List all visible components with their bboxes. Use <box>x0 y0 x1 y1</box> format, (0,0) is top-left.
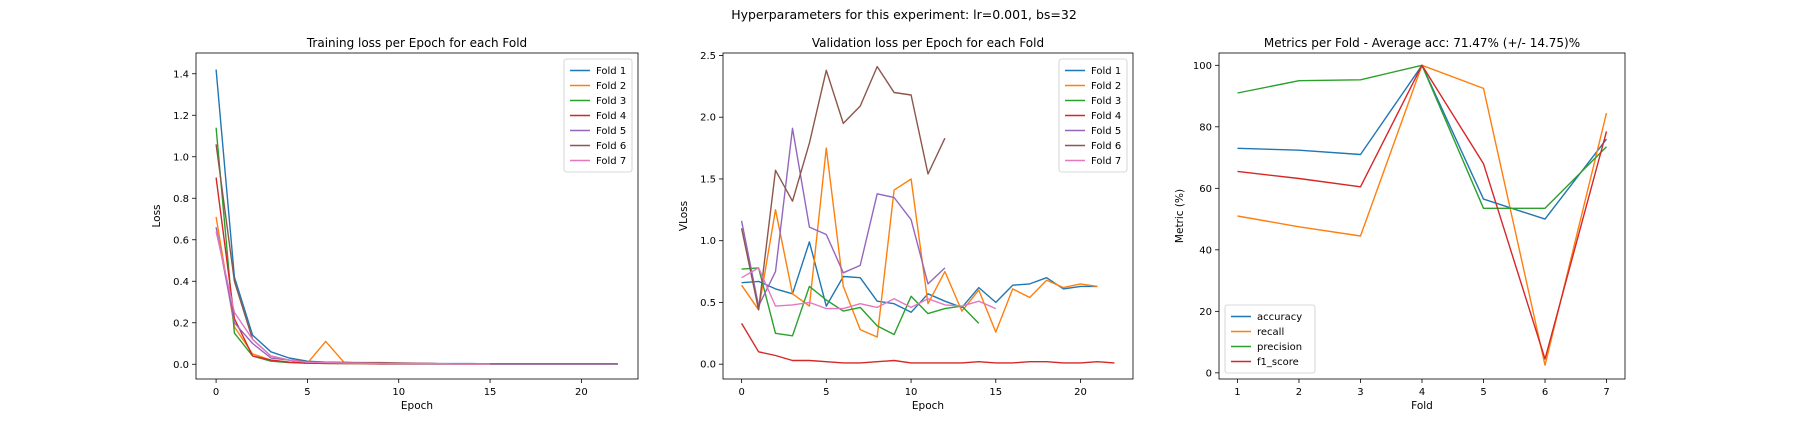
x-tick-label: 0 <box>213 387 219 398</box>
y-tick-label: 2.0 <box>700 113 716 124</box>
y-tick-label: 100 <box>1193 61 1212 72</box>
y-tick-label: 0.4 <box>173 277 189 288</box>
legend-label-fold-5: Fold 5 <box>596 126 626 137</box>
x-tick-label: 20 <box>1074 387 1087 398</box>
y-tick-label: 1.4 <box>173 69 189 80</box>
x-tick-label: 10 <box>905 387 918 398</box>
figure-suptitle: Hyperparameters for this experiment: lr=… <box>731 7 1077 22</box>
x-tick-label: 5 <box>304 387 310 398</box>
x-tick-label: 0 <box>738 387 744 398</box>
series-line-fold-6 <box>740 65 946 311</box>
plot-frame <box>722 52 1134 380</box>
legend-label-fold-3: Fold 3 <box>1091 96 1121 107</box>
y-axis-label: Loss <box>151 204 163 227</box>
y-tick-label: 1.0 <box>173 152 189 163</box>
series-line-fold-2 <box>741 147 1098 338</box>
x-tick-label: 2 <box>1296 387 1302 398</box>
y-tick-label: 0.6 <box>173 235 189 246</box>
legend-label-fold-1: Fold 1 <box>1091 66 1121 77</box>
x-axis-label: Epoch <box>401 400 433 412</box>
x-tick-label: 4 <box>1419 387 1425 398</box>
legend-box <box>1224 304 1316 374</box>
y-tick-label: 0.5 <box>700 298 716 309</box>
legend-box <box>1058 58 1128 173</box>
y-axis-label: VLoss <box>678 201 690 231</box>
y-axis-label: Metric (%) <box>1174 189 1186 243</box>
legend-label-recall: recall <box>1257 327 1284 338</box>
metrics-per-fold-chart: Metrics per Fold - Average acc: 71.47% (… <box>1174 36 1626 412</box>
x-tick-label: 3 <box>1357 387 1363 398</box>
legend-label-fold-4: Fold 4 <box>596 111 626 122</box>
x-axis-label: Epoch <box>912 400 944 412</box>
legend-label-fold-6: Fold 6 <box>1091 141 1121 152</box>
x-tick-label: 5 <box>1480 387 1486 398</box>
y-tick-label: 60 <box>1199 184 1212 195</box>
legend-label-precision: precision <box>1257 342 1302 353</box>
plot-frame <box>1218 52 1626 380</box>
legend-label-fold-2: Fold 2 <box>596 81 626 92</box>
chart-title: Validation loss per Epoch for each Fold <box>812 36 1044 50</box>
series-line-fold-5 <box>740 127 946 307</box>
training-loss-chart: Training loss per Epoch for each Fold 0 5 1… <box>151 36 639 412</box>
legend-label-fold-7: Fold 7 <box>596 156 626 167</box>
x-tick-label: 10 <box>392 387 405 398</box>
legend-label-fold-4: Fold 4 <box>1091 111 1121 122</box>
series-line-fold-7 <box>215 231 491 365</box>
y-tick-label: 0.0 <box>173 360 189 371</box>
y-tick-label: 80 <box>1199 122 1212 133</box>
y-tick-label: 0 <box>1206 368 1212 379</box>
x-tick-label: 15 <box>989 387 1002 398</box>
legend-label-fold-1: Fold 1 <box>596 66 626 77</box>
y-tick-label: 40 <box>1199 245 1212 256</box>
series-line-f1-score <box>1237 64 1608 360</box>
x-tick-label: 5 <box>823 387 829 398</box>
chart-title: Metrics per Fold - Average acc: 71.47% (… <box>1264 36 1580 50</box>
legend: Fold 1 Fold 2 Fold 3 Fold 4 Fold 5 Fold 6 Fold… <box>1058 58 1128 173</box>
legend-label-accuracy: accuracy <box>1257 312 1302 323</box>
series-line-fold-7 <box>741 267 997 310</box>
x-tick-label: 20 <box>575 387 588 398</box>
legend-label-fold-3: Fold 3 <box>596 96 626 107</box>
legend-label-f1-score: f1_score <box>1257 357 1299 368</box>
legend-label-fold-5: Fold 5 <box>1091 126 1121 137</box>
y-tick-label: 1.0 <box>700 236 716 247</box>
x-tick-label: 7 <box>1603 387 1609 398</box>
legend: Fold 1 Fold 2 Fold 3 Fold 4 Fold 5 Fold 6 Fold… <box>563 58 633 173</box>
legend-box <box>563 58 633 173</box>
legend-label-fold-6: Fold 6 <box>596 141 626 152</box>
y-tick-label: 0.0 <box>700 360 716 371</box>
x-tick-label: 6 <box>1542 387 1548 398</box>
legend-label-fold-7: Fold 7 <box>1091 156 1121 167</box>
x-tick-label: 15 <box>484 387 497 398</box>
y-tick-label: 2.5 <box>700 51 716 62</box>
series-line-fold-3 <box>741 267 980 337</box>
series-line-fold-4 <box>740 323 1115 364</box>
x-tick-label: 1 <box>1234 387 1240 398</box>
legend-label-fold-2: Fold 2 <box>1091 81 1121 92</box>
y-tick-label: 20 <box>1199 307 1212 318</box>
validation-loss-chart: Validation loss per Epoch for each Fold 0… <box>678 36 1134 412</box>
y-tick-label: 0.8 <box>173 194 189 205</box>
legend: accuracy recall precision f1_score <box>1224 304 1316 374</box>
y-tick-label: 0.2 <box>173 318 189 329</box>
chart-title: Training loss per Epoch for each Fold <box>306 36 527 50</box>
y-tick-label: 1.2 <box>173 111 189 122</box>
x-axis-label: Fold <box>1411 400 1433 412</box>
y-tick-label: 1.5 <box>700 174 716 185</box>
plot-frame <box>195 52 639 380</box>
